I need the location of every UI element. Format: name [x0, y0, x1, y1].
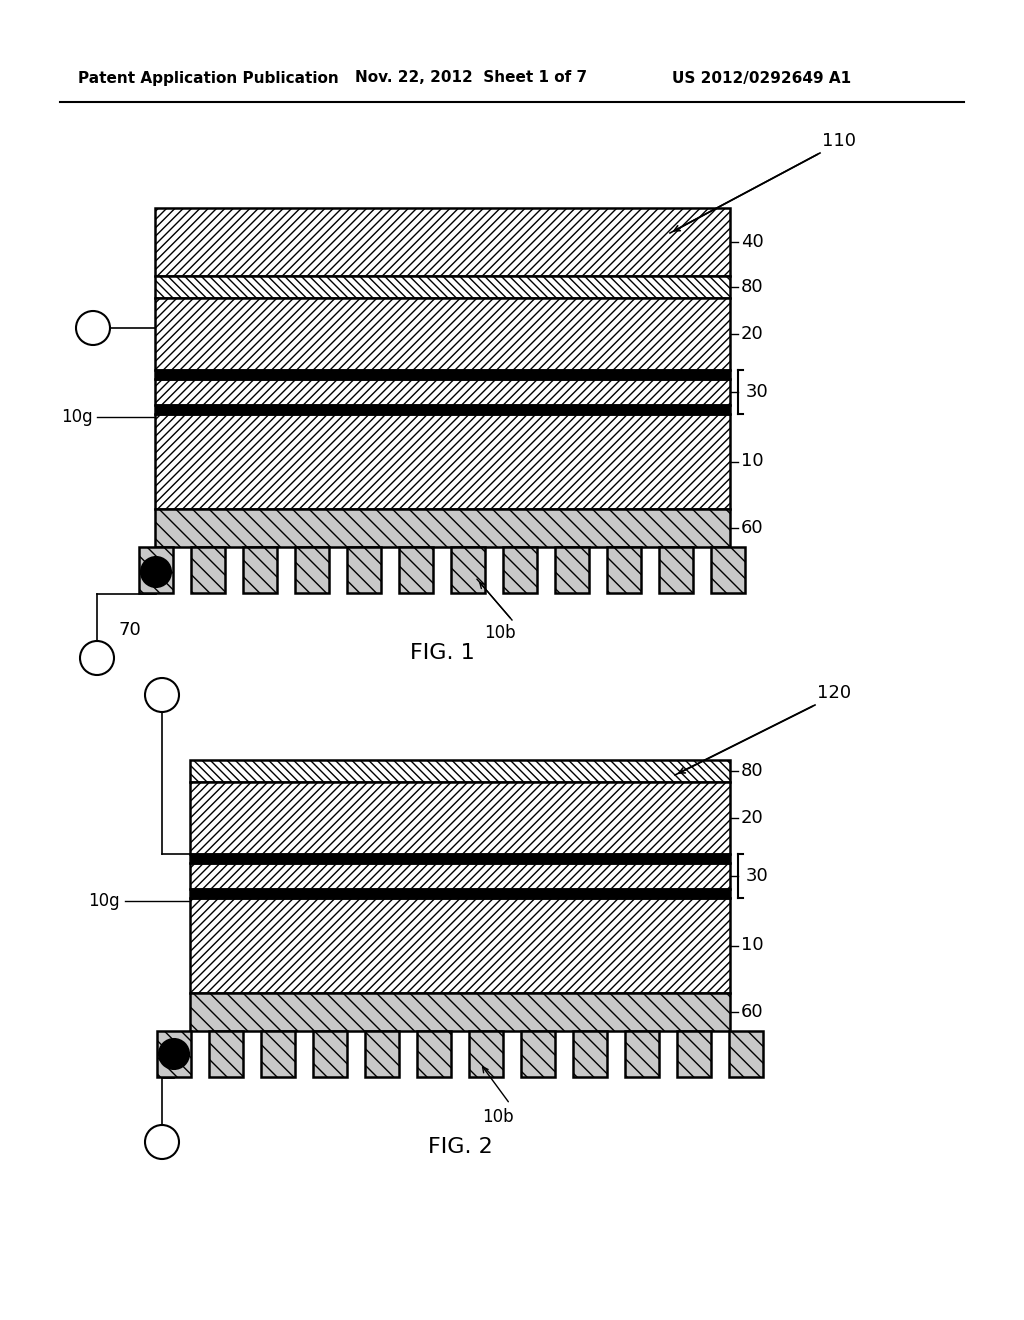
- Bar: [139, 546, 173, 593]
- Text: US 2012/0292649 A1: US 2012/0292649 A1: [672, 70, 851, 86]
- Bar: [190, 888, 730, 898]
- Text: FIG. 2: FIG. 2: [428, 1137, 493, 1158]
- Bar: [347, 546, 381, 593]
- Text: 80: 80: [741, 762, 764, 780]
- Circle shape: [159, 1039, 189, 1069]
- Bar: [711, 546, 745, 593]
- Text: 30: 30: [746, 867, 769, 884]
- Text: 70: 70: [119, 620, 141, 639]
- Bar: [729, 1031, 763, 1077]
- Text: 10g: 10g: [88, 892, 120, 909]
- Text: FIG. 1: FIG. 1: [411, 643, 475, 663]
- Text: 10: 10: [741, 453, 764, 470]
- Bar: [677, 1031, 711, 1077]
- Bar: [295, 546, 329, 593]
- Text: Patent Application Publication: Patent Application Publication: [78, 70, 339, 86]
- Text: 10b: 10b: [482, 1107, 514, 1126]
- Text: 20: 20: [741, 325, 764, 343]
- Bar: [503, 546, 537, 593]
- Bar: [190, 863, 730, 888]
- Bar: [155, 370, 730, 379]
- Bar: [399, 546, 433, 593]
- Text: 120: 120: [817, 684, 851, 702]
- Bar: [417, 1031, 451, 1077]
- Bar: [573, 1031, 607, 1077]
- Bar: [191, 546, 225, 593]
- Bar: [659, 546, 693, 593]
- Bar: [209, 1031, 243, 1077]
- Bar: [157, 1031, 191, 1077]
- Bar: [155, 405, 730, 414]
- Bar: [521, 1031, 555, 1077]
- Text: 10b: 10b: [484, 624, 516, 642]
- Bar: [155, 414, 730, 510]
- Circle shape: [141, 557, 171, 587]
- Text: 20: 20: [741, 809, 764, 828]
- Text: 30: 30: [746, 383, 769, 401]
- Text: 80: 80: [741, 279, 764, 296]
- Bar: [190, 781, 730, 854]
- Bar: [261, 1031, 295, 1077]
- Text: 10: 10: [741, 936, 764, 954]
- Bar: [190, 993, 730, 1031]
- Bar: [469, 1031, 503, 1077]
- Bar: [555, 546, 589, 593]
- Bar: [607, 546, 641, 593]
- Text: 40: 40: [741, 234, 764, 251]
- Text: 60: 60: [741, 1003, 764, 1020]
- Bar: [625, 1031, 659, 1077]
- Bar: [155, 276, 730, 298]
- Bar: [155, 510, 730, 546]
- Text: 10g: 10g: [61, 408, 93, 426]
- Bar: [190, 760, 730, 781]
- Bar: [190, 854, 730, 863]
- Bar: [190, 898, 730, 993]
- Bar: [451, 546, 485, 593]
- Text: 60: 60: [741, 519, 764, 537]
- Text: Nov. 22, 2012  Sheet 1 of 7: Nov. 22, 2012 Sheet 1 of 7: [355, 70, 587, 86]
- Bar: [155, 298, 730, 370]
- Bar: [365, 1031, 399, 1077]
- Text: 110: 110: [822, 132, 856, 150]
- Bar: [155, 209, 730, 276]
- Bar: [313, 1031, 347, 1077]
- Bar: [155, 379, 730, 405]
- Bar: [243, 546, 278, 593]
